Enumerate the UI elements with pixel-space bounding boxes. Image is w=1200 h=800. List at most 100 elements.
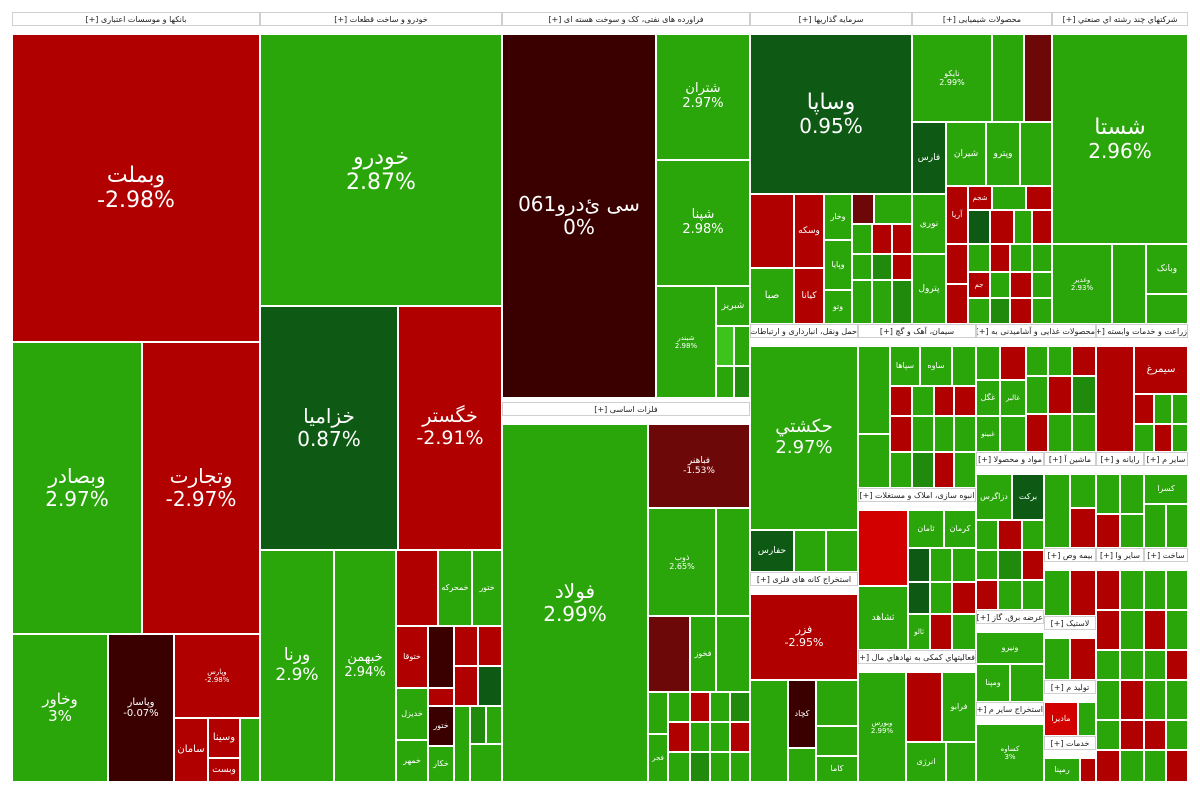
stock-tile-varna[interactable]: ورنا 2.9% xyxy=(260,550,334,782)
stock-tile-small[interactable] xyxy=(1044,474,1070,548)
stock-tile-small[interactable] xyxy=(1096,650,1120,680)
sector-header-metal-ores[interactable]: استخراج کانه های فلزی [+] xyxy=(750,572,858,586)
stock-tile-shpna[interactable]: شپنا 2.98% xyxy=(656,160,750,286)
stock-tile-small[interactable] xyxy=(1134,394,1154,424)
stock-tile-khbahman[interactable]: خبهمن 2.94% xyxy=(334,550,396,782)
stock-tile-small[interactable] xyxy=(1022,580,1044,610)
stock-tile-small[interactable] xyxy=(998,520,1022,550)
stock-tile-khkar[interactable]: خکار xyxy=(428,746,454,782)
stock-tile-small[interactable] xyxy=(934,452,954,488)
stock-tile-hkeshti[interactable]: حکشتي 2.97% xyxy=(750,346,858,530)
stock-tile-jam[interactable]: جم xyxy=(968,272,990,298)
stock-tile-small[interactable] xyxy=(874,194,912,224)
stock-tile-small[interactable] xyxy=(470,744,502,782)
stock-tile-small[interactable] xyxy=(1096,514,1120,548)
stock-tile-small[interactable] xyxy=(1154,424,1172,452)
stock-tile-small[interactable] xyxy=(1096,570,1120,610)
stock-tile-small[interactable] xyxy=(1096,610,1120,650)
stock-tile-small[interactable] xyxy=(1120,750,1144,782)
stock-tile-energy[interactable]: انرژی xyxy=(906,742,946,782)
stock-tile-small[interactable] xyxy=(912,416,934,452)
stock-tile-vkhavar[interactable]: وخاور 3% xyxy=(12,634,108,782)
stock-tile-khtoor[interactable]: ختور xyxy=(428,706,454,746)
stock-tile-small[interactable] xyxy=(1166,750,1188,782)
stock-tile-small[interactable] xyxy=(1096,750,1120,782)
stock-tile-khodro[interactable]: خودرو 2.87% xyxy=(260,34,502,306)
stock-tile-small[interactable] xyxy=(1026,346,1048,376)
stock-tile-zob[interactable]: ذوب 2.65% xyxy=(648,508,716,616)
stock-tile-vpars[interactable]: وپارس -2.98% xyxy=(174,634,260,718)
stock-tile-small[interactable] xyxy=(730,752,750,782)
stock-tile-frabo[interactable]: فرابو xyxy=(942,672,976,742)
stock-tile-small[interactable] xyxy=(998,550,1022,580)
stock-tile-small[interactable] xyxy=(954,452,976,488)
stock-tile-small[interactable] xyxy=(478,626,502,666)
sector-header-investments[interactable]: سرمایه گذاریها [+] xyxy=(750,12,912,26)
stock-tile-small[interactable] xyxy=(930,548,952,582)
stock-tile-small[interactable] xyxy=(730,692,750,722)
sector-header-basic-metals[interactable]: فلزات اساسی [+] xyxy=(502,402,750,416)
sector-header-transport[interactable]: حمل ونقل، انبارداری و ارتباطات [+] xyxy=(750,324,858,338)
stock-tile-small[interactable] xyxy=(912,386,934,416)
stock-tile-small[interactable] xyxy=(930,582,952,614)
sector-header-food[interactable]: محصولات غذایی و آشامیدنی به [+] xyxy=(976,324,1096,338)
stock-tile-small[interactable] xyxy=(1096,346,1134,452)
stock-tile-small[interactable] xyxy=(716,616,750,692)
stock-tile-small[interactable] xyxy=(852,224,872,254)
stock-tile-small[interactable] xyxy=(1032,210,1052,244)
stock-tile-khmehr[interactable]: خمهر xyxy=(396,740,428,782)
stock-tile-hfars[interactable]: حفارس xyxy=(750,530,794,572)
stock-tile-small[interactable] xyxy=(892,254,912,280)
stock-tile-small[interactable] xyxy=(1044,638,1070,680)
stock-tile-madira[interactable]: مادیرا xyxy=(1044,702,1078,736)
stock-tile-small[interactable] xyxy=(470,706,486,744)
stock-tile-small[interactable] xyxy=(716,326,734,366)
stock-tile-small[interactable] xyxy=(1026,186,1052,210)
stock-tile-small[interactable] xyxy=(906,672,942,742)
sector-header-chemicals[interactable]: محصولات شیمیایی [+] xyxy=(912,12,1052,26)
stock-tile-vtejarat[interactable]: وتجارت -2.97% xyxy=(142,342,260,634)
stock-tile-small[interactable] xyxy=(1120,680,1144,720)
stock-tile-shasta[interactable]: شستا 2.96% xyxy=(1052,34,1188,244)
stock-tile-khtooqa[interactable]: ختوقا xyxy=(396,626,428,688)
stock-tile-vbest[interactable]: وبست xyxy=(208,758,240,782)
stock-tile-small[interactable] xyxy=(946,742,976,782)
stock-tile-small[interactable] xyxy=(690,722,710,752)
stock-tile-small[interactable] xyxy=(1070,474,1096,508)
stock-tile-ghbino[interactable]: غبینو xyxy=(976,416,1000,452)
stock-tile-small[interactable] xyxy=(952,582,976,614)
sector-header-machinery[interactable]: ماشین آ [+] xyxy=(1044,452,1096,466)
stock-tile-small[interactable] xyxy=(908,582,930,614)
sector-header-multi-industry[interactable]: شرکتهاي چند رشته اي صنعتي [+] xyxy=(1052,12,1188,26)
stock-tile-small[interactable] xyxy=(1166,610,1188,650)
stock-tile-vbmellat[interactable]: وبملت -2.98% xyxy=(12,34,260,342)
stock-tile-vmapna[interactable]: ومپنا xyxy=(976,664,1010,702)
stock-tile-ghgol[interactable]: غگل xyxy=(976,380,1000,416)
stock-tile-small[interactable] xyxy=(1172,424,1188,452)
stock-tile-small[interactable] xyxy=(1070,508,1096,548)
stock-tile-small[interactable] xyxy=(1072,414,1096,452)
stock-tile-small[interactable] xyxy=(816,680,858,726)
stock-tile-kama[interactable]: کاما xyxy=(816,756,858,782)
stock-tile-kchad[interactable]: کچاد xyxy=(788,680,816,748)
stock-tile-small[interactable] xyxy=(1080,758,1096,782)
stock-tile-small[interactable] xyxy=(1096,474,1120,514)
stock-tile-small[interactable] xyxy=(794,530,826,572)
stock-tile-small[interactable] xyxy=(816,726,858,756)
stock-tile-small[interactable] xyxy=(716,366,734,398)
stock-tile-small[interactable] xyxy=(852,254,872,280)
stock-tile-fazar[interactable]: فزر -2.95% xyxy=(750,594,858,680)
sector-header-other-va[interactable]: سایر وا [+] xyxy=(1096,548,1144,562)
stock-tile-small[interactable] xyxy=(872,254,892,280)
stock-tile-small[interactable] xyxy=(990,298,1010,324)
stock-tile-small[interactable] xyxy=(990,272,1010,298)
sector-header-banks[interactable]: بانکها و موسسات اعتباری [+] xyxy=(12,12,260,26)
stock-tile-vkhar[interactable]: وخار xyxy=(824,194,852,240)
stock-tile-small[interactable] xyxy=(998,580,1022,610)
stock-tile-small[interactable] xyxy=(750,680,788,782)
stock-tile-small[interactable] xyxy=(976,580,998,610)
stock-tile-small[interactable] xyxy=(240,718,260,782)
stock-tile-vpetro[interactable]: وپترو xyxy=(986,122,1020,186)
stock-tile-small[interactable] xyxy=(990,244,1010,272)
stock-tile-small[interactable] xyxy=(952,346,976,386)
